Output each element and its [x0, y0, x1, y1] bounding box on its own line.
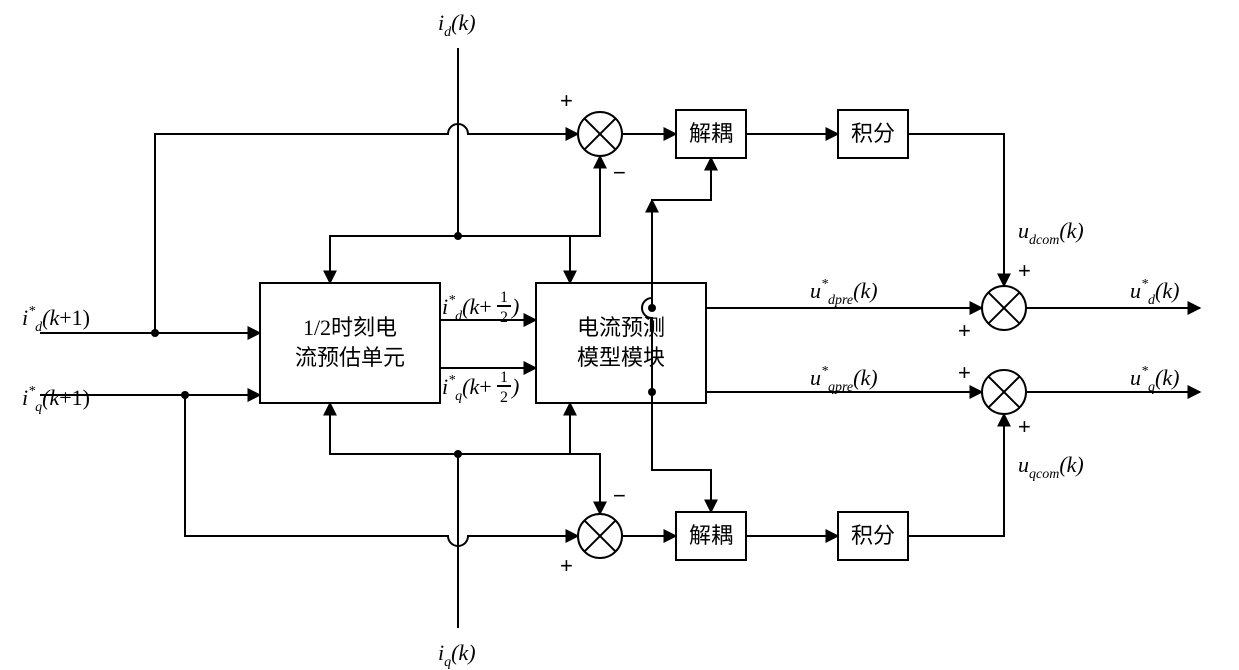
label-id-k: id(k)	[438, 10, 476, 40]
sign-ud-left: +	[958, 318, 971, 343]
label-ud-out: u*d(k)	[1130, 277, 1179, 308]
svg-text:): )	[510, 374, 519, 399]
wire-iq-to-model	[458, 403, 570, 454]
summing-ud	[982, 286, 1026, 330]
predictor-label-2: 流预估单元	[295, 345, 405, 370]
predictor-label-1: 1/2时刻电	[303, 315, 397, 340]
label-iqhalf: i*q(k+ 1 2 )	[442, 369, 519, 406]
wire-id-to-sum-minus	[570, 156, 600, 236]
svg-text:): )	[510, 294, 519, 319]
svg-text:1: 1	[500, 289, 508, 306]
sign-ud-top: +	[1018, 258, 1031, 283]
svg-text:2: 2	[500, 389, 508, 406]
wire-udcom	[908, 134, 1004, 286]
label-uqpre: u*qpre(k)	[810, 364, 878, 395]
label-iqref: i*q(k+1)	[22, 384, 90, 415]
wire-id-to-model	[458, 236, 570, 283]
summing-uq	[982, 370, 1026, 414]
sign-top-plus: +	[560, 88, 573, 113]
wire-cross-bottom	[652, 392, 711, 512]
label-idref: i*d(k+1)	[22, 304, 90, 335]
sign-bottom-plus: +	[560, 553, 573, 578]
sign-uq-left: +	[958, 360, 971, 385]
wire-iq-to-sum-minus	[570, 454, 600, 514]
label-uq-out: u*q(k)	[1130, 364, 1179, 395]
summing-top-error	[578, 112, 622, 156]
decouple-top-label: 解耦	[689, 121, 733, 146]
svg-text:2: 2	[500, 309, 508, 326]
sign-uq-bottom: +	[1018, 414, 1031, 439]
model-block	[536, 283, 706, 403]
label-udcom: udcom(k)	[1018, 218, 1084, 248]
wire-iq-to-predictor	[330, 403, 458, 454]
predictor-block	[260, 283, 440, 403]
label-udpre: u*dpre(k)	[810, 277, 878, 308]
integrate-bottom-label: 积分	[851, 523, 895, 548]
svg-text:i*q(k+: i*q(k+	[442, 373, 492, 404]
sign-top-minus: −	[613, 160, 626, 185]
label-iq-k: iq(k)	[438, 640, 476, 670]
sign-bottom-minus: −	[613, 483, 626, 508]
summing-bottom-error	[578, 514, 622, 558]
decouple-bottom-label: 解耦	[689, 523, 733, 548]
svg-text:1: 1	[500, 369, 508, 386]
label-uqcom: uqcom(k)	[1018, 452, 1084, 482]
wire-id-to-predictor	[330, 236, 458, 283]
integrate-top-label: 积分	[851, 121, 895, 146]
wire-uqcom	[908, 414, 1004, 536]
wire-iqref-to-bottomsum	[185, 395, 578, 546]
